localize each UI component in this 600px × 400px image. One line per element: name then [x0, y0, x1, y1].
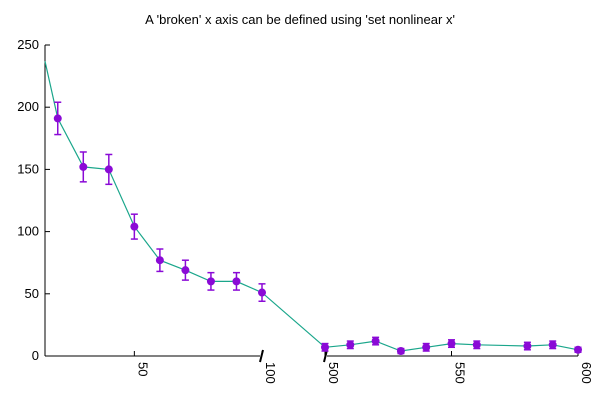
chart-title: A 'broken' x axis can be defined using '…: [145, 12, 455, 27]
y-tick-label: 250: [17, 37, 39, 52]
data-point: [472, 340, 481, 349]
y-axis-ticks: 0 50 100 150 200 250: [17, 37, 50, 363]
y-tick-label: 150: [17, 161, 39, 176]
series-line-group: [44, 61, 579, 352]
data-point: [155, 256, 164, 265]
data-points: [53, 114, 582, 356]
y-tick-label: 50: [25, 286, 39, 301]
data-point: [181, 266, 190, 275]
data-point: [321, 343, 329, 352]
data-point: [79, 162, 88, 171]
data-point: [53, 114, 62, 123]
data-point: [574, 345, 582, 354]
data-point: [523, 342, 532, 351]
x-tick-label: 550: [453, 362, 468, 384]
data-point: [548, 340, 557, 349]
data-point: [346, 340, 355, 349]
series-line: [44, 61, 579, 352]
data-point: [232, 277, 241, 286]
data-point: [104, 165, 113, 174]
x-tick-label: 600: [579, 362, 594, 384]
data-point: [258, 288, 266, 297]
x-tick-label: 100: [263, 362, 278, 384]
x-tick-label: 500: [326, 362, 341, 384]
axes: [44, 45, 578, 363]
x-axis-ticks: 50 100 500 550 600: [133, 351, 594, 384]
x-tick-label: 50: [135, 362, 150, 376]
data-point: [422, 343, 431, 352]
data-point: [206, 277, 215, 286]
data-point: [130, 222, 139, 231]
y-tick-label: 100: [17, 224, 39, 239]
y-tick-label: 200: [17, 99, 39, 114]
data-point: [396, 347, 405, 356]
data-point: [371, 337, 380, 346]
data-point: [447, 339, 456, 348]
y-tick-label: 0: [32, 348, 39, 363]
